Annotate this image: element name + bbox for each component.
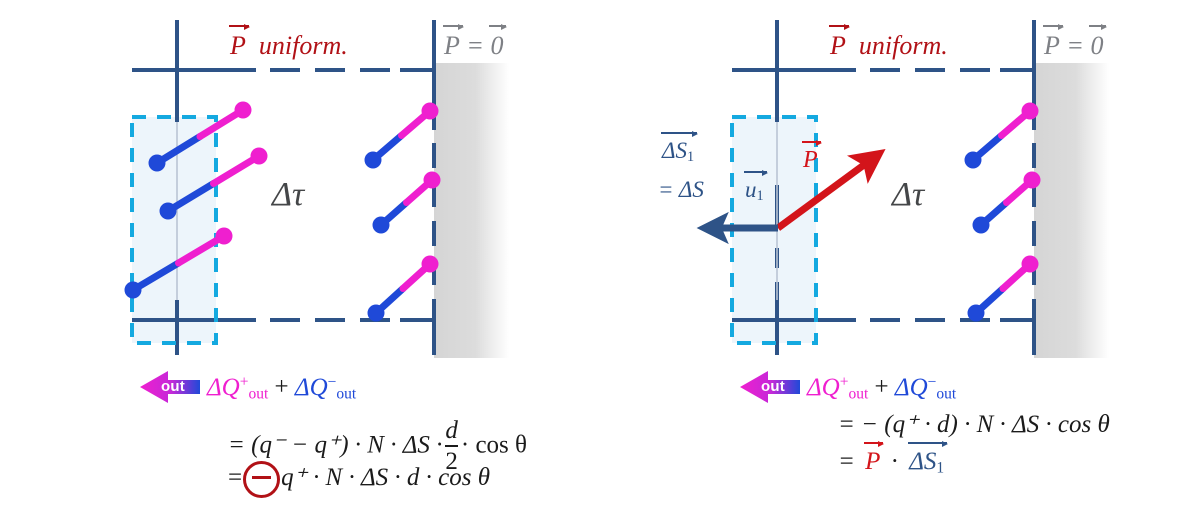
- exterior-label: EXTER.: [1101, 176, 1146, 330]
- dipole: [972, 171, 1041, 234]
- out-badge-text: out: [161, 378, 185, 395]
- delta-q-plus-out: ΔQ+out: [807, 373, 869, 402]
- p-arrow-label: P: [802, 139, 822, 172]
- zero-vector-glyph: 0: [489, 24, 508, 59]
- dipole: [367, 255, 439, 322]
- circled-minus-sign: [243, 461, 281, 498]
- dipole: [364, 102, 439, 169]
- p-vector-glyph: P: [829, 24, 850, 59]
- dipole: [159, 147, 268, 220]
- out-badge-text: out: [761, 378, 785, 395]
- delta-s1-vector-glyph: ΔS1: [661, 131, 699, 164]
- equation-line-1: ΔQ+out + ΔQ−out: [207, 373, 357, 402]
- delta-q-plus-out: ΔQ+out: [207, 373, 269, 402]
- out-flux-arrow: [140, 371, 200, 403]
- out-flux-arrow: [740, 371, 800, 403]
- dipole-group: [964, 102, 1041, 322]
- dipole: [967, 255, 1039, 322]
- p-result-vector-glyph: P: [864, 440, 885, 474]
- panel-right: P uniform. P = 0 Δτ EXTER. ΔS1 = ΔS u1 P…: [600, 0, 1200, 506]
- panel-left-graphics: [124, 20, 509, 403]
- equation-line-2: = − (q⁺ · d) · N · ΔS · cos θ: [838, 411, 1110, 438]
- equation-line-3: = P · ΔS1: [838, 440, 949, 476]
- exterior-label: EXTER.: [501, 176, 546, 330]
- zero-vector-glyph: 0: [1089, 24, 1108, 59]
- p-arrow-vector-glyph: P: [802, 139, 822, 172]
- p-uniform-label: P uniform.: [229, 24, 348, 59]
- dipole-group: [124, 101, 441, 322]
- p-zero-label: P = 0: [1043, 24, 1108, 59]
- panel-left: P uniform. P = 0 Δτ EXTER. out ΔQ+out + …: [124, 20, 546, 498]
- delta-q-minus-out: ΔQ−out: [294, 373, 357, 402]
- dipole: [124, 227, 233, 299]
- delta-s1-label: ΔS1: [661, 131, 699, 164]
- p-zero-vector-glyph: P: [443, 24, 464, 59]
- volume-label: Δτ: [892, 176, 925, 213]
- p-uniform-label: P uniform.: [829, 24, 948, 59]
- delta-q-minus-out: ΔQ−out: [894, 373, 957, 402]
- exterior-band: [1034, 63, 1109, 358]
- p-zero-label: P = 0: [443, 24, 508, 59]
- u1-vector-glyph: u1: [744, 170, 768, 203]
- dipole: [148, 101, 252, 172]
- unit-vector-u1-label: u1: [744, 170, 768, 203]
- delta-s-equals-label: = ΔS: [658, 177, 704, 202]
- gaussian-dashed-box: [130, 115, 218, 345]
- p-zero-vector-glyph: P: [1043, 24, 1064, 59]
- equation-line-1: ΔQ+out + ΔQ−out: [807, 373, 957, 402]
- volume-label: Δτ: [272, 176, 305, 213]
- dipole: [372, 171, 441, 234]
- panel-right-graphics: [696, 20, 1109, 403]
- delta-s1-result-vector-glyph: ΔS1: [908, 440, 949, 476]
- equation-line-3: = q⁺ · N · ΔS · d · cos θ: [228, 461, 490, 498]
- dipole: [964, 102, 1039, 169]
- p-vector-glyph: P: [229, 24, 250, 59]
- polarization-vector-arrow: [775, 149, 886, 231]
- exterior-band: [434, 63, 509, 358]
- equation-line-2: = (q⁻ − q⁺) · N · ΔS · d 2 · cos θ: [228, 417, 528, 475]
